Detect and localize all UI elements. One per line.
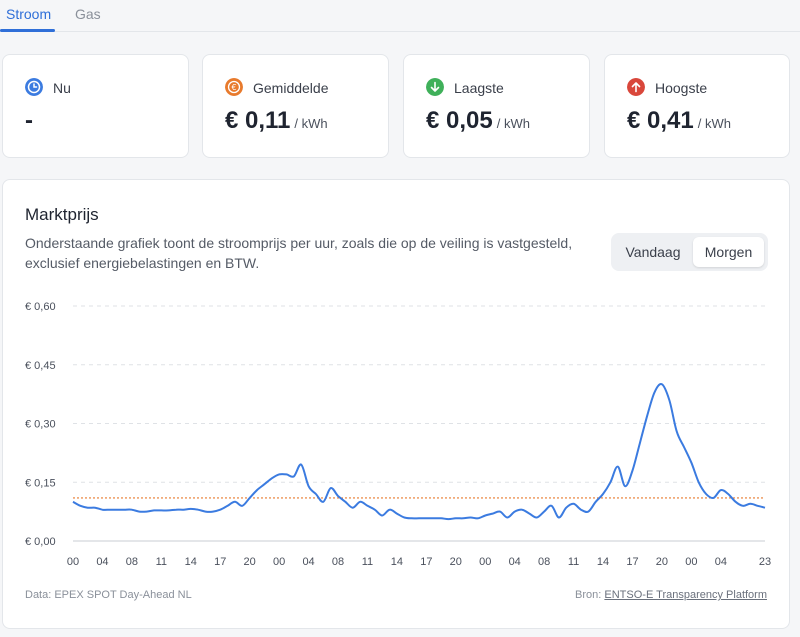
card-label: Laagste — [454, 80, 504, 96]
y-tick-label: € 0,60 — [25, 301, 56, 313]
x-tick-label: 17 — [626, 556, 638, 568]
x-tick-label: 11 — [568, 556, 579, 568]
x-tick-label: 14 — [185, 556, 197, 568]
arrow-up-icon — [627, 78, 645, 96]
active-tab-indicator — [0, 29, 55, 32]
panel-title: Marktprijs — [25, 205, 99, 224]
card-value: € 0,11/ kWh — [225, 107, 328, 134]
x-tick-label: 20 — [656, 556, 668, 568]
card-value: € 0,05/ kWh — [426, 107, 530, 134]
svg-text:€: € — [231, 83, 236, 92]
y-tick-label: € 0,30 — [25, 419, 56, 431]
y-tick-label: € 0,45 — [25, 360, 56, 372]
arrow-down-icon — [426, 78, 444, 96]
card-value: € 0,41/ kWh — [627, 107, 731, 134]
euro-icon: € — [225, 78, 243, 96]
y-tick-label: € 0,00 — [25, 536, 56, 548]
card-unit: / kWh — [496, 116, 530, 131]
x-tick-label: 11 — [156, 556, 167, 568]
card-unit: / kWh — [294, 116, 328, 131]
x-tick-label: 00 — [273, 556, 285, 568]
x-tick-label: 00 — [479, 556, 491, 568]
x-tick-label: 04 — [715, 556, 727, 568]
card-label: Hoogste — [655, 80, 708, 96]
card-now: Nu - — [2, 54, 189, 158]
tab-gas[interactable]: Gas — [75, 6, 101, 22]
x-tick-label: 04 — [509, 556, 521, 568]
price-series-line — [72, 383, 766, 521]
card-value: - — [25, 107, 33, 134]
tab-stroom[interactable]: Stroom — [6, 6, 52, 22]
panel-description: Onderstaande grafiek toont de stroomprij… — [25, 235, 573, 271]
x-tick-label: 04 — [302, 556, 314, 568]
toggle-tomorrow-button[interactable]: Morgen — [693, 237, 764, 267]
card-highest: Hoogste € 0,41/ kWh — [604, 54, 790, 158]
x-tick-label: 08 — [126, 556, 138, 568]
x-tick-label: 23 — [759, 556, 771, 568]
x-tick-label: 14 — [391, 556, 403, 568]
x-tick-label: 00 — [67, 556, 79, 568]
x-tick-label: 04 — [96, 556, 108, 568]
toggle-today-button[interactable]: Vandaag — [625, 244, 681, 260]
day-toggle: Vandaag Morgen — [611, 233, 768, 271]
x-tick-label: 20 — [244, 556, 256, 568]
card-unit: / kWh — [697, 116, 731, 131]
card-label: Gemiddelde — [253, 80, 329, 96]
y-tick-label: € 0,15 — [25, 477, 56, 489]
card-label: Nu — [53, 80, 71, 96]
price-chart: € 0,00 € 0,15 € 0,30 € 0,45 € 0,60 00 04 08 11 1… — [25, 301, 771, 568]
source-attribution: Bron: ENTSO-E Transparency Platform — [575, 589, 767, 601]
x-tick-label: 08 — [538, 556, 550, 568]
chart-grid — [73, 305, 765, 542]
x-tick-label: 11 — [362, 556, 373, 568]
x-tick-label: 17 — [420, 556, 432, 568]
x-tick-label: 14 — [597, 556, 609, 568]
data-source-note: Data: EPEX SPOT Day-Ahead NL — [25, 589, 192, 601]
chart-x-axis: 00 04 08 11 14 17 20 00 04 08 11 14 17 20 00 04 08 11 14 17… — [67, 556, 771, 568]
x-tick-label: 20 — [450, 556, 462, 568]
chart-y-axis: € 0,00 € 0,15 € 0,30 € 0,45 € 0,60 — [25, 301, 56, 548]
x-tick-label: 17 — [214, 556, 226, 568]
x-tick-label: 00 — [685, 556, 697, 568]
x-tick-label: 08 — [332, 556, 344, 568]
clock-icon — [25, 78, 43, 96]
card-average: € Gemiddelde € 0,11/ kWh — [202, 54, 389, 158]
entsoe-link[interactable]: ENTSO-E Transparency Platform — [604, 589, 767, 601]
tab-bar: Stroom Gas — [0, 0, 800, 32]
card-lowest: Laagste € 0,05/ kWh — [403, 54, 590, 158]
